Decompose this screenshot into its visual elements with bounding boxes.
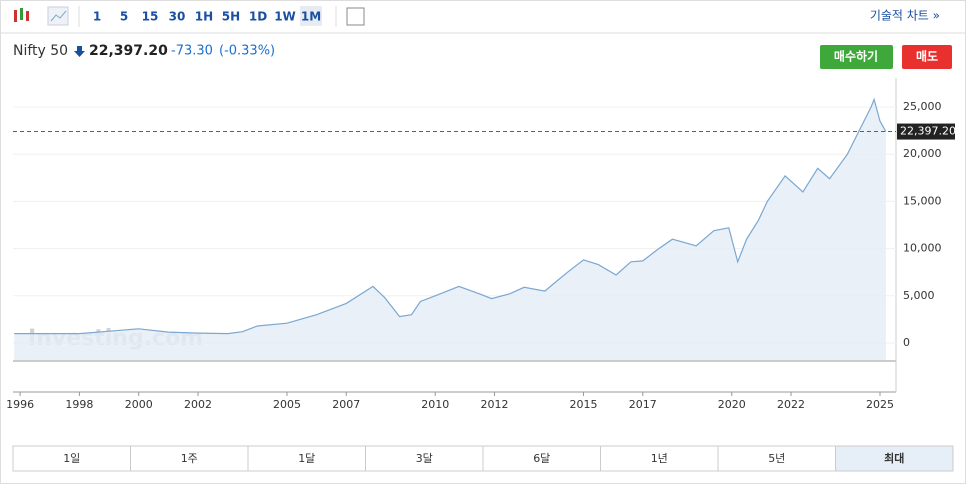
technical-link[interactable]: 기술적 차트 » [870,9,940,23]
sell-button[interactable] [902,45,952,69]
range-button[interactable] [130,445,249,472]
candle-icon[interactable] [14,8,29,22]
buy-label[interactable]: 매수하기 [834,49,878,64]
x-tick-label: 2015 [569,398,597,411]
y-tick-label: 5,000 [903,289,935,302]
down-arrow [74,46,85,57]
y-tick-label: 15,000 [903,194,942,207]
x-tick-label: 2007 [332,398,360,411]
x-tick-label: 1998 [65,398,93,411]
range-button[interactable] [600,445,719,472]
x-tick-label: 2010 [421,398,449,411]
y-tick-label: 20,000 [903,147,942,160]
x-tick-label: 2000 [125,398,153,411]
interval-button[interactable]: 5 [120,10,128,24]
range-button[interactable] [482,445,601,472]
sell-label[interactable]: 매도 [916,49,938,64]
change: -73.30 [171,44,213,59]
interval-button[interactable]: 1 [93,10,101,24]
interval-button[interactable]: 15 [142,10,159,24]
x-tick-label: 2017 [629,398,657,411]
range-label[interactable]: 6달 [533,452,550,465]
y-tick-label: 10,000 [903,242,942,255]
last-price-box [897,123,955,140]
area [14,99,886,361]
range-button[interactable] [365,445,484,472]
buy-button[interactable] [820,45,893,69]
x-tick-label: 2025 [866,398,894,411]
instrument-name: Nifty 50 [13,43,68,59]
price-line [14,97,887,335]
range-button[interactable] [717,445,836,472]
range-label[interactable]: 3달 [416,452,433,465]
range-label[interactable]: 5년 [768,452,785,465]
x-tick-label: 2012 [481,398,509,411]
interval-button[interactable]: 30 [169,10,186,24]
x-tick-label: 2020 [718,398,746,411]
interval-button[interactable]: 1W [274,10,296,24]
x-tick-label: 1996 [6,398,34,411]
range-label[interactable]: 최대 [884,451,904,465]
range-label[interactable]: 1일 [63,451,80,465]
x-tick-label: 2022 [777,398,805,411]
y-tick-label: 0 [903,336,910,349]
line-icon-glyph [50,10,67,22]
price: 22,397.20 [89,43,168,59]
range-label[interactable]: 1년 [651,452,668,465]
y-tick-label: 25,000 [903,100,942,113]
change-pct: (-0.33%) [219,44,275,59]
table-icon[interactable] [346,7,365,26]
range-button[interactable] [835,445,954,472]
interval-button[interactable]: 1M [301,10,321,24]
x-tick-label: 2002 [184,398,212,411]
range-button[interactable] [247,445,366,472]
active-interval [300,6,322,26]
range-label[interactable]: 1달 [298,452,315,465]
interval-button[interactable]: 1D [249,10,267,24]
range-label[interactable]: 1주 [181,452,198,465]
x-tick-label: 2005 [273,398,301,411]
last-price-label: 22,397.20 [900,125,956,138]
interval-button[interactable]: 1H [195,10,213,24]
range-button[interactable] [12,445,131,472]
interval-button[interactable]: 5H [222,10,240,24]
